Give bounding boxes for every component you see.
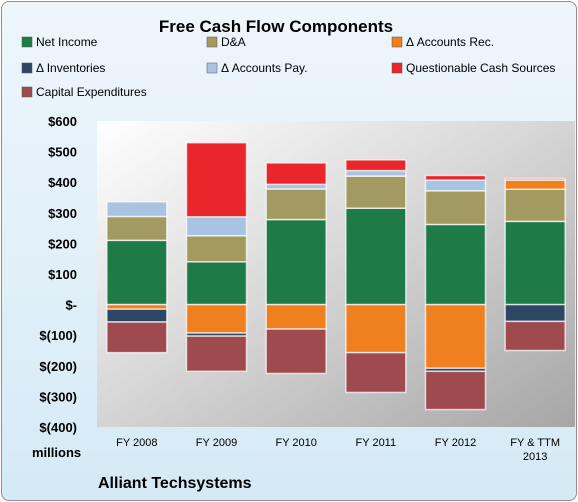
legend-label-delta-inventories: Δ Inventories	[36, 61, 105, 75]
bar-delta-accounts-pay-fy-2009	[185, 216, 248, 237]
y-tick-label: $(300)	[39, 389, 77, 404]
x-tick-label: FY 2008	[116, 437, 157, 449]
bar-capital-expenditures-fy-2012	[424, 370, 487, 411]
y-tick-label: $(200)	[39, 359, 77, 374]
legend-swatch-questionable-cash-sources	[391, 62, 403, 74]
bar-delta-inventories-fy-ttm-2013	[504, 303, 566, 323]
bar-delta-accounts-pay-fy-2008	[106, 201, 168, 218]
y-axis: $600 $500 $400 $300 $200 $100 $- $(100) $(200) $(…	[39, 114, 77, 435]
bar-net-income-fy-2010	[265, 218, 327, 306]
legend-swatch-delta-inventories	[21, 62, 33, 74]
bar-capital-expenditures-fy-ttm-2013	[504, 320, 566, 352]
plot-area	[97, 121, 575, 427]
bar-net-income-fy-2009	[185, 261, 248, 306]
bar-delta-accounts-rec-fy-ttm-2013	[504, 179, 566, 190]
y-tick-label: $-	[65, 298, 77, 313]
y-tick-label: $(400)	[39, 420, 77, 435]
legend: Net Income D&A Δ Accounts Rec. Δ Inventorie…	[21, 35, 555, 99]
y-tick-label: $600	[48, 114, 77, 129]
bar-delta-inventories-fy-2008	[106, 308, 168, 323]
x-tick-label: FY 2011	[356, 437, 397, 449]
legend-label-d-a: D&A	[221, 35, 246, 49]
x-tick-label: FY & TTM 2013	[510, 437, 560, 463]
legend-swatch-d-a	[206, 36, 218, 48]
legend-swatch-net-income	[21, 36, 33, 48]
bar-d-a-fy-2009	[185, 235, 248, 263]
y-tick-label: $200	[48, 236, 77, 251]
bar-delta-accounts-pay-fy-2011	[345, 169, 407, 177]
bars-group	[106, 141, 566, 411]
bar-capital-expenditures-fy-2008	[106, 321, 168, 354]
bar-capital-expenditures-fy-2011	[345, 351, 407, 394]
bar-capital-expenditures-fy-2010	[265, 328, 327, 375]
legend-label-net-income: Net Income	[36, 35, 98, 49]
footer-label: Alliant Techsystems	[98, 475, 252, 492]
bar-net-income-fy-2011	[345, 207, 407, 306]
bar-delta-accounts-rec-fy-2011	[345, 303, 407, 354]
bar-delta-accounts-pay-fy-2012	[424, 179, 487, 192]
bar-delta-accounts-rec-fy-2010	[265, 303, 327, 330]
bar-net-income-fy-2008	[106, 239, 168, 306]
chart-title: Free Cash Flow Components	[159, 17, 393, 36]
bar-d-a-fy-2010	[265, 188, 327, 221]
bar-d-a-fy-ttm-2013	[504, 188, 566, 223]
legend-swatch-delta-accounts-pay	[206, 62, 218, 74]
bar-questionable-cash-sources-fy-2011	[345, 159, 407, 172]
bar-net-income-fy-2012	[424, 223, 487, 306]
x-tick-label: FY 2012	[435, 437, 476, 449]
x-tick-label: FY 2010	[275, 437, 316, 449]
legend-label-capital-expenditures: Capital Expenditures	[36, 85, 147, 99]
bar-net-income-fy-ttm-2013	[504, 220, 566, 306]
bar-d-a-fy-2012	[424, 190, 487, 226]
bar-d-a-fy-2008	[106, 215, 168, 242]
x-axis: FY 2008 FY 2009 FY 2010 FY 2011 FY 2012 FY & …	[116, 437, 560, 463]
legend-swatch-delta-accounts-rec	[391, 36, 403, 48]
bar-delta-accounts-rec-fy-2009	[185, 303, 248, 334]
x-tick-label: FY 2009	[196, 437, 237, 449]
bar-questionable-cash-sources-fy-2010	[265, 162, 327, 186]
y-tick-label: $500	[48, 145, 77, 160]
legend-label-delta-accounts-pay: Δ Accounts Pay.	[221, 61, 308, 75]
legend-label-delta-accounts-rec: Δ Accounts Rec.	[406, 35, 494, 49]
bar-d-a-fy-2011	[345, 175, 407, 209]
legend-swatch-capital-expenditures	[21, 86, 33, 98]
legend-label-questionable-cash-sources: Questionable Cash Sources	[406, 61, 555, 75]
y-unit-label: millions	[32, 445, 81, 460]
y-tick-label: $300	[48, 206, 77, 221]
bar-delta-accounts-rec-fy-2012	[424, 303, 487, 369]
bar-questionable-cash-sources-fy-2009	[185, 141, 248, 218]
bar-questionable-cash-sources-fy-2012	[424, 174, 487, 181]
bar-questionable-cash-sources-fy-ttm-2013	[504, 177, 566, 181]
y-tick-label: $(100)	[39, 328, 77, 343]
y-tick-label: $400	[48, 175, 77, 190]
y-tick-label: $100	[48, 267, 77, 282]
bar-capital-expenditures-fy-2009	[185, 335, 248, 373]
